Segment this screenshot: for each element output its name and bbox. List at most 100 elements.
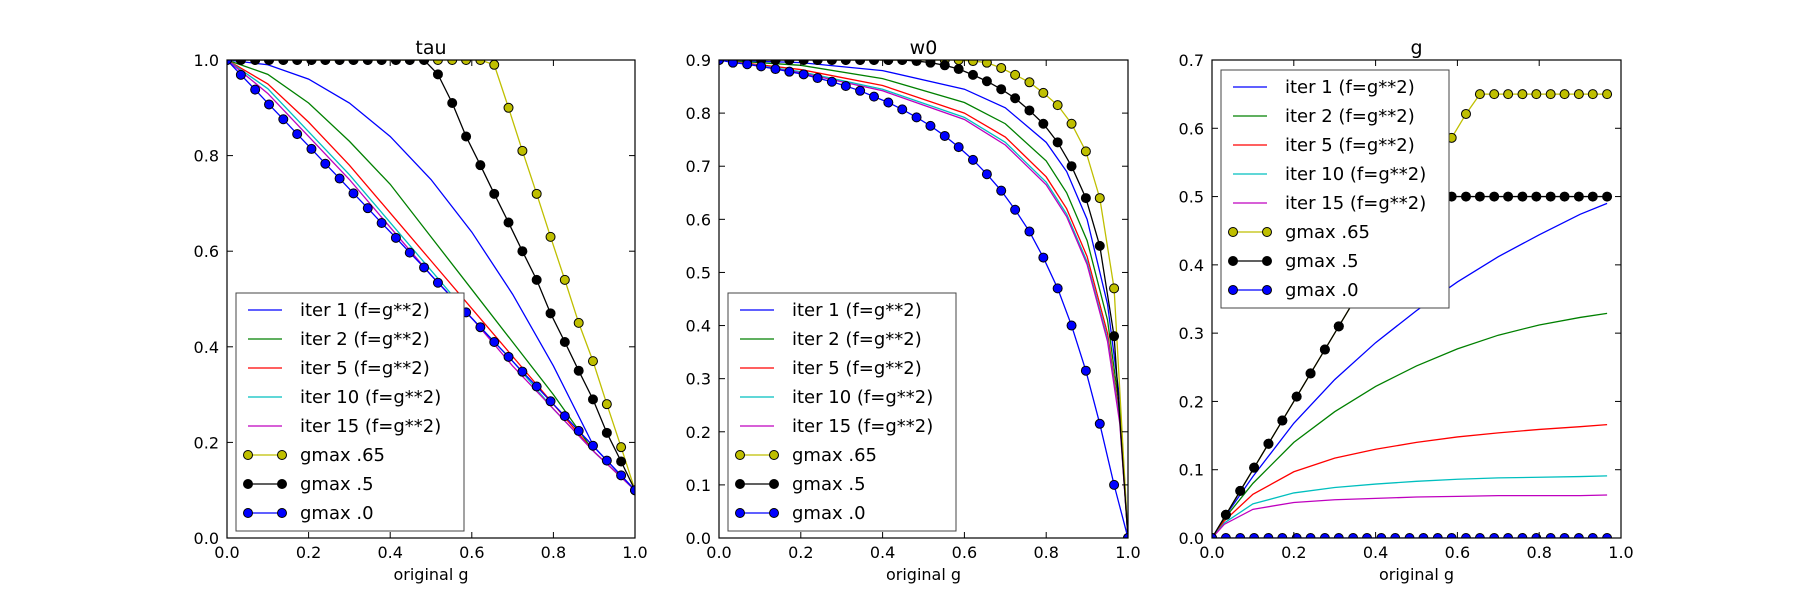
data-point xyxy=(531,274,542,285)
data-point xyxy=(461,60,472,65)
data-point xyxy=(601,427,612,438)
legend-marker xyxy=(769,479,779,489)
x-tick-label: 0.2 xyxy=(788,543,813,562)
data-point xyxy=(1220,533,1231,538)
data-point xyxy=(475,160,486,171)
data-point xyxy=(545,231,556,242)
data-point xyxy=(1109,283,1120,294)
data-point xyxy=(784,60,795,65)
y-tick-label: 0.1 xyxy=(1179,461,1204,480)
data-point xyxy=(1503,89,1514,100)
data-point xyxy=(250,60,261,65)
data-point xyxy=(953,142,964,153)
data-point xyxy=(1319,344,1330,355)
data-point xyxy=(573,317,584,328)
y-tick-label: 0.4 xyxy=(1179,256,1204,275)
data-point xyxy=(1080,146,1091,157)
data-point xyxy=(1602,191,1613,202)
data-point xyxy=(489,188,500,199)
data-point xyxy=(334,173,345,184)
data-point xyxy=(227,60,232,65)
data-point xyxy=(475,322,486,333)
legend-entry-1: iter 2 (f=g**2) xyxy=(1233,106,1415,127)
data-point xyxy=(1305,533,1316,538)
legend-entry-7: gmax .0 xyxy=(1228,280,1359,301)
data-point xyxy=(1531,191,1542,202)
series-markers-6 xyxy=(1212,191,1613,538)
data-point xyxy=(996,84,1007,95)
legend-marker xyxy=(735,450,745,460)
data-point xyxy=(784,66,795,77)
y-tick-label: 0.4 xyxy=(686,317,711,336)
legend-entry-6: gmax .5 xyxy=(1228,251,1359,272)
data-point xyxy=(306,60,317,65)
legend-marker xyxy=(1262,285,1272,295)
y-tick-label: 0.8 xyxy=(686,104,711,123)
y-tick-label: 0.8 xyxy=(194,147,219,166)
data-point xyxy=(1517,533,1528,538)
data-point xyxy=(390,232,401,243)
x-tick-label: 0.4 xyxy=(377,543,402,562)
legend-label: gmax .65 xyxy=(300,445,385,466)
data-point xyxy=(376,60,387,65)
data-point xyxy=(967,69,978,80)
legend-label: iter 10 (f=g**2) xyxy=(792,387,933,408)
panel-title: w0 xyxy=(910,37,938,59)
data-point xyxy=(1489,191,1500,202)
data-point xyxy=(503,351,514,362)
legend-marker xyxy=(277,450,287,460)
legend-marker xyxy=(1262,256,1272,266)
legend-marker xyxy=(277,479,287,489)
y-tick-label: 0.5 xyxy=(1179,188,1204,207)
data-point xyxy=(447,60,458,65)
data-point xyxy=(1333,533,1344,538)
x-tick-label: 0.2 xyxy=(296,543,321,562)
data-point xyxy=(1517,191,1528,202)
data-point xyxy=(826,76,837,87)
data-point xyxy=(1010,69,1021,80)
legend-marker xyxy=(735,508,745,518)
data-point xyxy=(1024,105,1035,116)
legend-marker xyxy=(243,450,253,460)
data-point xyxy=(517,246,528,257)
data-point xyxy=(1587,191,1598,202)
data-point xyxy=(1474,533,1485,538)
data-point xyxy=(1517,89,1528,100)
legend-entry-2: iter 5 (f=g**2) xyxy=(740,358,922,379)
data-point xyxy=(587,356,598,367)
data-point xyxy=(1052,100,1063,111)
legend-entry-4: iter 15 (f=g**2) xyxy=(1233,193,1426,214)
series-line-1 xyxy=(719,60,1128,538)
data-point xyxy=(1446,533,1457,538)
legend-marker xyxy=(1262,227,1272,237)
legend-label: iter 15 (f=g**2) xyxy=(1285,193,1426,214)
data-point xyxy=(1474,191,1485,202)
data-point xyxy=(362,60,373,65)
data-point xyxy=(1094,240,1105,251)
legend-marker xyxy=(243,479,253,489)
data-point xyxy=(559,411,570,422)
y-tick-label: 0.3 xyxy=(1179,324,1204,343)
data-point xyxy=(996,185,1007,196)
data-point xyxy=(278,60,289,65)
data-point xyxy=(1066,161,1077,172)
data-point xyxy=(1052,283,1063,294)
data-point xyxy=(883,97,894,108)
series-line-3 xyxy=(1212,475,1608,538)
data-point xyxy=(432,277,443,288)
data-point xyxy=(1489,533,1500,538)
data-point xyxy=(419,60,430,65)
data-point xyxy=(1038,87,1049,98)
data-point xyxy=(1573,191,1584,202)
data-point xyxy=(1123,533,1128,538)
data-point xyxy=(869,91,880,102)
panel-title: tau xyxy=(415,37,446,59)
panel-w0: 0.0 0.2 0.4 0.6 0.8 1.0 0.0 0.1 0.2 0.3 0.4 0.5 0.6 0… xyxy=(686,37,1141,584)
data-point xyxy=(1094,193,1105,204)
x-tick-label: 1.0 xyxy=(622,543,647,562)
legend-entry-1: iter 2 (f=g**2) xyxy=(740,329,922,350)
legend-box xyxy=(235,292,465,532)
data-point xyxy=(1573,89,1584,100)
plot-area xyxy=(719,60,1128,538)
data-point xyxy=(1376,533,1387,538)
